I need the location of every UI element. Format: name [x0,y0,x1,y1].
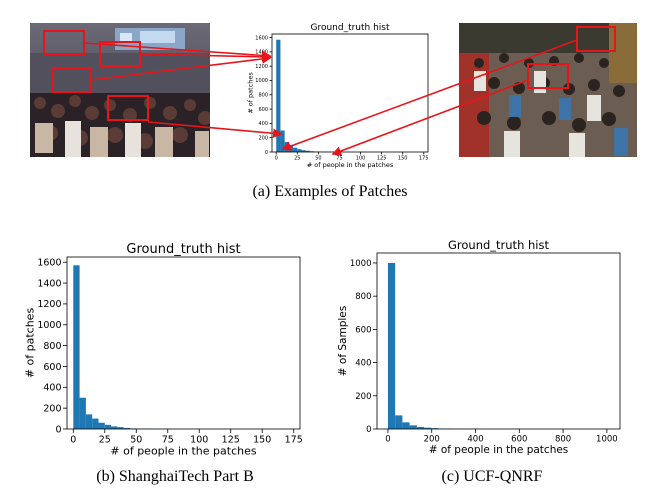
y-tick-label: 0 [55,424,61,435]
y-tick-label: 200 [43,403,61,414]
x-tick-label: 25 [99,435,111,446]
histogram-bar [98,422,105,429]
histogram-bar [117,427,124,429]
x-axis-label: # of people in the patches [307,161,394,169]
histogram-bar [416,427,425,429]
y-tick-label: 0 [265,150,268,156]
chart-title: Ground_truth hist [448,238,550,252]
x-tick-label: 400 [467,435,483,445]
x-tick-label: 1000 [596,435,618,445]
histogram-bar [409,425,417,429]
histogram-bar [280,130,285,152]
y-tick-label: 1600 [255,35,268,41]
x-tick-label: 0 [385,435,390,445]
y-tick-label: 0 [366,425,371,435]
y-tick-label: 800 [43,341,61,352]
histogram-bar [111,426,118,429]
histogram-bar [79,397,86,429]
annotation-arrow [139,52,272,62]
histogram-bar [305,150,310,152]
annotation-arrow [331,79,529,156]
x-tick-label: 75 [336,156,342,162]
y-tick-label: 1400 [255,50,268,56]
y-tick-label: 1600 [37,258,61,269]
y-tick-label: 600 [355,325,371,335]
x-tick-label: 150 [253,435,271,446]
histogram-bar [431,428,439,429]
annotation-arrow [147,121,283,139]
histogram-bar [293,147,298,152]
crowd-photo-right [459,23,637,157]
y-tick-label: 600 [43,362,61,373]
histogram-bar [104,424,112,429]
y-tick-label: 1000 [350,259,372,269]
annotation-arrow [83,42,272,61]
histogram-bar [297,149,302,152]
x-tick-label: 100 [190,435,208,446]
y-tick-label: 1400 [37,278,61,289]
patch-box [527,63,569,89]
annotation-overlay [43,26,616,156]
histogram-ucf-qnrf: Ground_truth hist 0 200 400 600 800 1000 0 200 40… [337,238,621,456]
histogram-bar [395,415,403,429]
histogram-bar [424,427,432,429]
histogram-bar [92,418,99,429]
y-axis-label: # of patches [23,308,36,379]
annotation-arrow [281,39,578,151]
y-axis-label: # of patches [247,72,255,114]
x-tick-label: 50 [130,435,142,446]
x-tick-label: 0 [275,156,278,162]
annotation-arrow [90,54,272,81]
y-tick-label: 200 [258,135,268,141]
histogram-bar [402,422,410,429]
x-tick-label: 125 [222,435,240,446]
x-tick-label: 100 [356,156,366,162]
axes-frame [66,256,301,430]
caption-b: (b) ShanghaiTech Part B [96,468,254,485]
x-tick-label: 800 [555,435,571,445]
chart-title: Ground_truth hist [310,23,390,33]
x-tick-label: 150 [398,156,408,162]
x-tick-label: 200 [424,435,440,445]
axes-frame [376,252,621,430]
caption-a: (a) Examples of Patches [252,183,408,200]
x-tick-label: 125 [377,156,387,162]
x-tick-label: 175 [419,156,429,162]
x-tick-label: 175 [285,435,303,446]
x-tick-label: 25 [294,156,300,162]
x-axis-label: # of people in the patches [429,444,569,456]
histogram-bar [85,414,93,429]
y-axis-label: # of Samples [337,306,349,376]
histogram-bar [73,265,80,429]
y-tick-label: 600 [258,107,268,113]
patch-box [52,67,92,93]
y-tick-label: 400 [355,359,371,369]
x-axis-label: # of people in the patches [110,445,256,458]
x-tick-label: 0 [70,435,76,446]
patch-box [576,26,616,52]
y-tick-label: 400 [43,383,61,394]
y-tick-label: 400 [258,121,268,127]
histogram-bar [123,427,130,429]
y-tick-label: 800 [355,292,371,302]
axes-frame [271,33,429,153]
histogram-bar [387,262,396,429]
patch-box [43,30,85,55]
chart-title: Ground_truth hist [126,242,240,257]
y-tick-label: 800 [258,93,268,99]
y-tick-label: 200 [355,392,371,402]
y-tick-label: 1000 [255,78,268,84]
y-tick-label: 1000 [37,320,61,331]
caption-c: (c) UCF-QNRF [441,468,543,485]
histogram-shanghaitech: Ground_truth hist 0 25 50 75 100 125 150 175 0 200… [23,242,303,458]
x-tick-label: 600 [511,435,527,445]
histogram-bar [276,39,281,152]
y-tick-label: 1200 [37,299,61,310]
y-tick-label: 1200 [255,64,268,70]
patch-box [107,95,149,121]
x-tick-label: 50 [315,156,321,162]
histogram-bar [301,150,306,152]
x-tick-label: 75 [162,435,174,446]
